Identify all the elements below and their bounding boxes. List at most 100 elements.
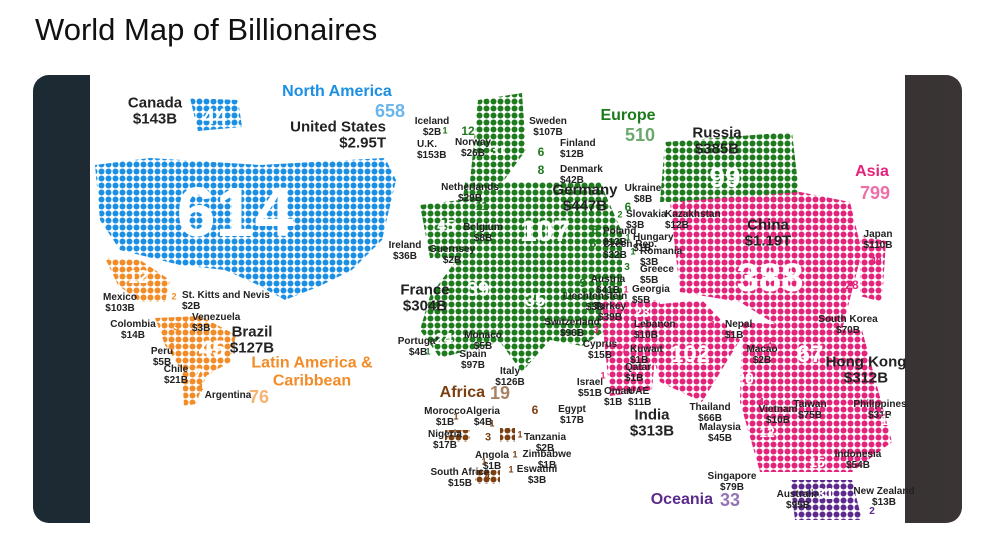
country-amount: $3B	[527, 475, 547, 486]
country-name: Cyprus	[582, 339, 618, 350]
country-amount: $42B	[560, 175, 584, 186]
region-count: 76	[248, 387, 270, 407]
country-amount: $2B	[442, 255, 462, 266]
country-count: 3	[484, 431, 492, 444]
country-name: Nigeria	[428, 429, 462, 440]
country-amount: $15B	[588, 350, 612, 361]
country-name: Ukraine	[624, 183, 662, 194]
region-shape	[95, 158, 396, 300]
region-shape	[500, 428, 515, 442]
country-count: 6	[537, 145, 545, 159]
country-name: Taiwan	[793, 399, 827, 410]
country-amount: $1B	[633, 243, 652, 254]
country-count: 6	[531, 403, 539, 417]
country-amount: $15B	[448, 478, 472, 489]
country-count: 9	[579, 276, 587, 290]
region-shape	[155, 316, 236, 406]
country-amount: $8B	[633, 194, 653, 205]
country-count: 1	[600, 370, 606, 381]
country-name: Mexico	[103, 292, 137, 303]
country-name: Philippines	[853, 399, 907, 410]
country-count: 1	[453, 411, 459, 422]
country-amount: $143B	[132, 110, 178, 128]
country-count: 9	[409, 225, 417, 241]
page-title: World Map of Billionaires	[35, 12, 378, 47]
country-count: 2	[171, 291, 177, 302]
country-name: Vietnam	[758, 404, 798, 415]
country-count: 1	[481, 456, 487, 467]
country-name: Austria	[590, 274, 626, 285]
country-amount: $1B	[537, 460, 557, 471]
country-amount: $103B	[105, 303, 135, 314]
country-count: 3	[593, 325, 599, 336]
country-amount: $29B	[458, 193, 482, 204]
country-amount: $2B	[752, 355, 772, 366]
country-amount: $2.95T	[339, 134, 386, 152]
country-name: China	[747, 216, 789, 234]
country-amount: $3B	[640, 257, 659, 268]
country-count: 2	[869, 506, 875, 517]
country-name: Romania	[640, 246, 683, 257]
country-name: Hungary	[633, 232, 674, 243]
country-amount: $5B	[152, 357, 172, 368]
country-count: 24	[435, 331, 453, 348]
country-count: 614	[176, 173, 294, 251]
country-count: 7	[194, 365, 202, 381]
country-amount: $2B	[182, 301, 201, 312]
region-count: 19	[490, 383, 511, 403]
country-name: Nepal	[725, 319, 753, 330]
country-count: 6	[624, 200, 632, 214]
country-amount: $10B	[766, 415, 790, 426]
country-count: 31	[816, 486, 834, 503]
region-count: 510	[624, 125, 656, 145]
country-count: 15	[880, 412, 896, 428]
country-count: 1	[425, 346, 431, 357]
region-shape	[190, 98, 242, 131]
country-name: Kuwait	[630, 344, 663, 355]
country-count: 23	[634, 304, 650, 320]
country-name: St. Kitts and Nevis	[182, 290, 270, 301]
country-amount: $3B	[626, 220, 645, 231]
country-amount: $32B	[603, 250, 627, 261]
region-count: 799	[859, 183, 891, 203]
country-amount: $127B	[229, 339, 275, 357]
country-name: Macao	[746, 344, 778, 355]
country-name: Lebanon	[634, 319, 676, 330]
country-amount: $36B	[393, 251, 417, 262]
country-count: 1	[183, 317, 189, 328]
country-count: 8	[589, 236, 597, 250]
country-name: Indonesia	[834, 449, 882, 460]
country-name: Denmark	[560, 164, 603, 175]
country-name: Greece	[640, 264, 674, 275]
country-count: 1	[616, 362, 622, 373]
country-count: 4	[483, 471, 491, 484]
country-name: Ireland	[388, 240, 422, 251]
region-shape	[470, 93, 526, 186]
country-name: Algeria	[466, 406, 500, 417]
country-count: 1	[563, 290, 569, 301]
country-amount: $96B	[560, 328, 584, 339]
country-amount: $313B	[629, 422, 675, 440]
country-name: Belgium	[463, 222, 503, 233]
country-amount: $31B	[868, 410, 892, 421]
country-amount: $1B	[435, 417, 455, 428]
country-name: Slovakia	[626, 209, 667, 220]
country-name: Germany	[552, 181, 618, 199]
country-name: Angola	[475, 450, 509, 461]
country-count: 1	[435, 249, 441, 260]
country-name: Kazakhstan	[665, 209, 721, 220]
country-name: U.K.	[417, 139, 437, 150]
region-name: Asia	[855, 163, 889, 180]
country-count: 4	[758, 397, 764, 408]
country-amount: $39B	[598, 312, 622, 323]
country-name: Oman	[604, 386, 633, 397]
country-amount: $79B	[720, 482, 744, 493]
country-count: 1	[489, 418, 495, 429]
country-amount: $70B	[836, 325, 860, 336]
region-shape	[475, 470, 500, 484]
country-amount: $21B	[164, 375, 188, 386]
country-count: 99	[709, 162, 741, 193]
country-count: 26	[719, 443, 737, 460]
country-name: Eswatini	[516, 464, 558, 475]
region-name: Latin America & Caribbean	[251, 354, 373, 389]
